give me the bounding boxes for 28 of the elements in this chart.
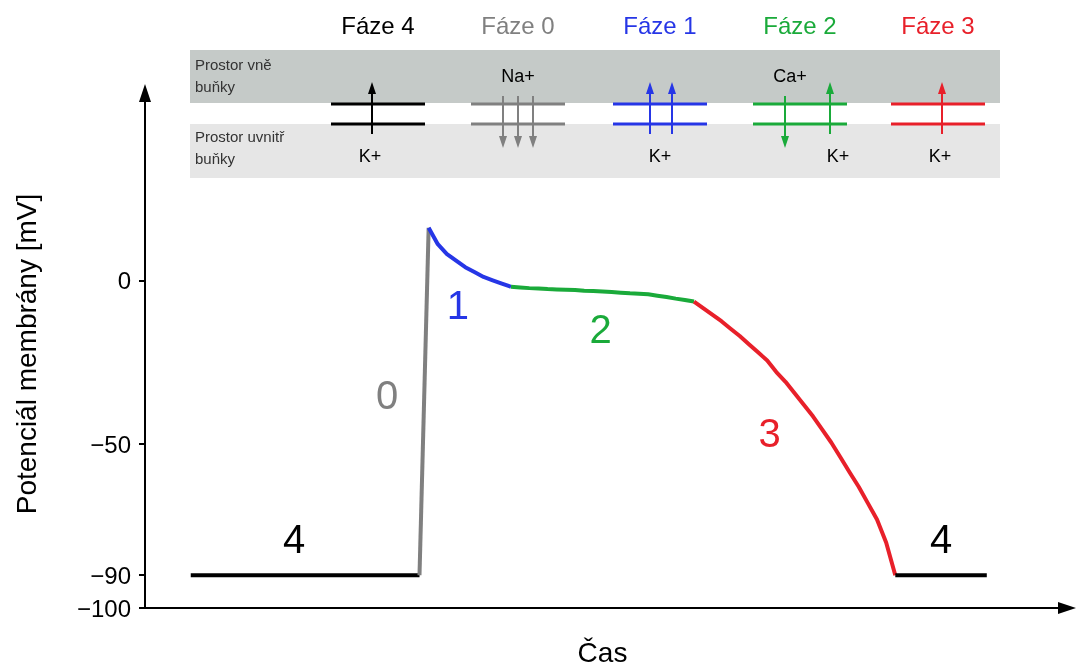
annotation: K+ — [358, 146, 382, 166]
text: Fáze 1 — [623, 12, 697, 39]
text: Prostor vně buňky — [195, 56, 272, 95]
y-tick-label: −100 — [76, 594, 131, 622]
text: Fáze 2 — [763, 12, 837, 39]
annotation: 0 — [375, 372, 399, 417]
annotation: 3 — [758, 411, 781, 456]
annotation: Prostor uvnitř buňky — [195, 128, 286, 167]
text: Fáze 0 — [481, 12, 555, 39]
line-series — [509, 284, 696, 304]
text: Fáze 4 — [341, 12, 415, 39]
annotation: 4 — [929, 517, 953, 562]
y-tick-label: −50 — [90, 430, 131, 458]
annotation: K+ — [648, 146, 672, 166]
y-tick-label: −90 — [90, 561, 131, 589]
y-tick-label: 0 — [117, 266, 131, 294]
annotation: 1 — [446, 283, 469, 328]
text: Ca+ — [773, 66, 807, 86]
annotation: K+ — [826, 146, 850, 166]
annotation: 2 — [589, 307, 612, 352]
annotation: K+ — [928, 146, 952, 166]
line-series — [692, 299, 898, 578]
text: Na+ — [501, 66, 535, 86]
x-axis-title: Čas — [577, 636, 628, 668]
line-series — [426, 225, 513, 289]
y-axis-title: Potenciál membrány [mV] — [10, 193, 42, 515]
annotation: 4 — [283, 517, 306, 562]
text: Fáze 3 — [901, 12, 975, 39]
